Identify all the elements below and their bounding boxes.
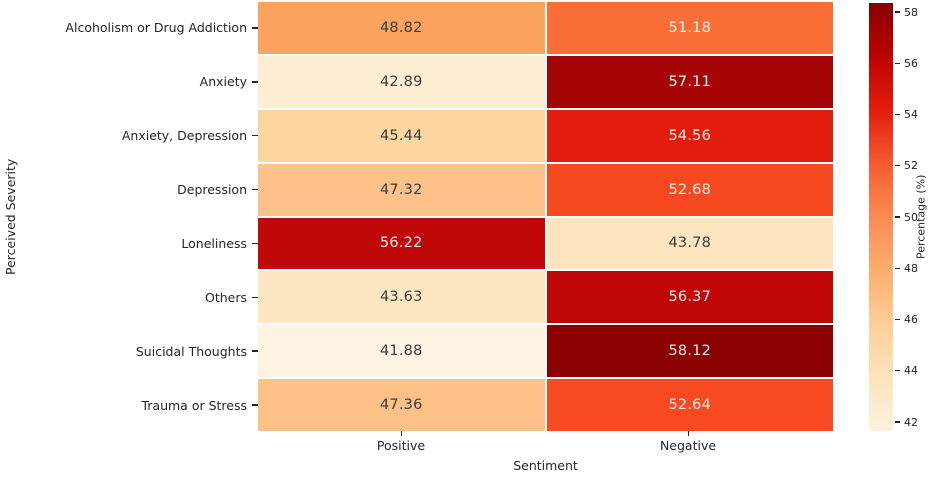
colorbar-tick: 46 [895,314,931,326]
tick-mark [252,404,258,406]
cell-value: 43.63 [379,289,423,306]
tick-mark [895,421,900,423]
tick-mark [252,81,258,83]
cell-value: 43.78 [668,235,711,252]
tick-mark [895,165,900,167]
y-axis-tick-labels: Alcoholism or Drug Addiction Anxiety Anx… [20,2,258,431]
tick-mark [252,296,258,298]
tick-mark [895,216,900,218]
cell-value: 45.44 [379,127,423,144]
cell-value: 56.37 [668,289,711,306]
heatmap-cell: 41.88 [258,325,545,378]
tick-mark [688,431,690,436]
colorbar-tick: 58 [895,6,931,18]
row-label: Others [204,289,247,305]
colorbar-tick-value: 44 [904,364,918,378]
colorbar-title: Percentage (%) [914,174,928,260]
cell-value: 57.11 [668,73,711,90]
colorbar-tick-value: 58 [904,5,918,19]
y-tick-label: Alcoholism or Drug Addiction [20,2,258,54]
heatmap-cell: 51.18 [546,2,833,54]
heatmap-cell: 52.68 [546,163,833,216]
tick-mark [895,11,900,13]
x-axis-title: Sentiment [513,458,578,473]
tick-mark [252,27,258,29]
colorbar-tick-labels: 58 56 54 52 50 48 46 44 42 [895,6,931,428]
heatmap-cell: 43.63 [258,271,545,324]
y-tick-label: Suicidal Thoughts [20,325,258,377]
row-label: Loneliness [181,235,247,251]
colorbar-tick-value: 52 [904,159,918,173]
cell-value: 47.32 [379,181,423,198]
tick-mark [252,188,258,191]
heatmap-cell: 42.89 [258,55,545,108]
heatmap-cell: 43.78 [546,217,833,270]
heatmap-cell: 57.11 [546,55,833,108]
row-label: Suicidal Thoughts [135,343,247,359]
heatmap-grid: 48.82 51.18 42.89 57.11 45.44 54.56 47.3… [258,2,833,431]
y-tick-label: Anxiety [20,56,258,108]
heatmap-cell: 54.56 [546,109,833,162]
heatmap-cell: 52.64 [546,379,833,431]
colorbar-tick: 48 [895,262,931,274]
x-axis-tick-labels: Positive Negative [258,438,833,455]
cell-value: 41.88 [379,343,423,360]
heatmap-cell: 45.44 [258,109,545,162]
heatmap-cell: 48.82 [258,2,545,54]
heatmap-cell: 47.32 [258,163,545,216]
row-label: Trauma or Stress [141,397,247,413]
colorbar-tick-value: 54 [904,108,918,121]
cell-value: 47.36 [379,397,423,414]
tick-mark [895,370,900,372]
colorbar-tick-value: 56 [904,56,918,70]
colorbar-tick: 44 [895,365,931,377]
row-label: Depression [177,182,247,198]
colorbar-tick-value: 42 [904,415,918,429]
colorbar-tick: 56 [895,57,931,69]
tick-mark [252,350,258,352]
row-label: Alcoholism or Drug Addiction [65,20,247,36]
heatmap-cell: 56.37 [546,271,833,324]
y-axis-title: Perceived Severity [3,158,18,275]
colorbar-tick: 52 [895,160,931,172]
tick-mark [895,318,900,321]
row-label: Anxiety, Depression [121,128,247,144]
heatmap-cell: 56.22 [258,217,545,270]
colorbar-tick-value: 50 [904,210,918,224]
row-label: Anxiety [199,74,247,90]
colorbar-tick-value: 48 [904,261,918,275]
heatmap-cell: 58.12 [546,325,833,378]
cell-value: 52.68 [668,181,711,198]
x-tick-label-negative: Negative [659,438,717,453]
cell-value: 52.64 [668,397,711,414]
y-tick-label: Depression [20,164,258,216]
cell-value: 54.56 [668,127,711,144]
tick-mark [895,267,900,269]
heatmap-cell: 47.36 [258,379,545,431]
tick-mark [895,113,900,116]
cell-value: 56.22 [379,235,423,252]
y-tick-label: Others [20,271,258,323]
colorbar-gradient [869,3,893,431]
colorbar-tick: 50 [895,211,931,223]
y-tick-label: Anxiety, Depression [20,110,258,162]
cell-value: 48.82 [379,19,423,36]
tick-mark [401,431,403,436]
tick-mark [252,134,258,137]
y-tick-label: Trauma or Stress [20,379,258,431]
x-axis-tick-marks [258,431,833,437]
cell-value: 58.12 [668,343,711,360]
cell-value: 51.18 [668,19,711,36]
colorbar-tick-value: 46 [904,313,918,326]
x-tick-label-positive: Positive [376,438,426,453]
colorbar-tick: 54 [895,109,931,121]
tick-mark [895,62,900,64]
cell-value: 42.89 [379,73,423,90]
colorbar-tick: 42 [895,416,931,428]
tick-mark [252,242,258,245]
y-tick-label: Loneliness [20,218,258,270]
